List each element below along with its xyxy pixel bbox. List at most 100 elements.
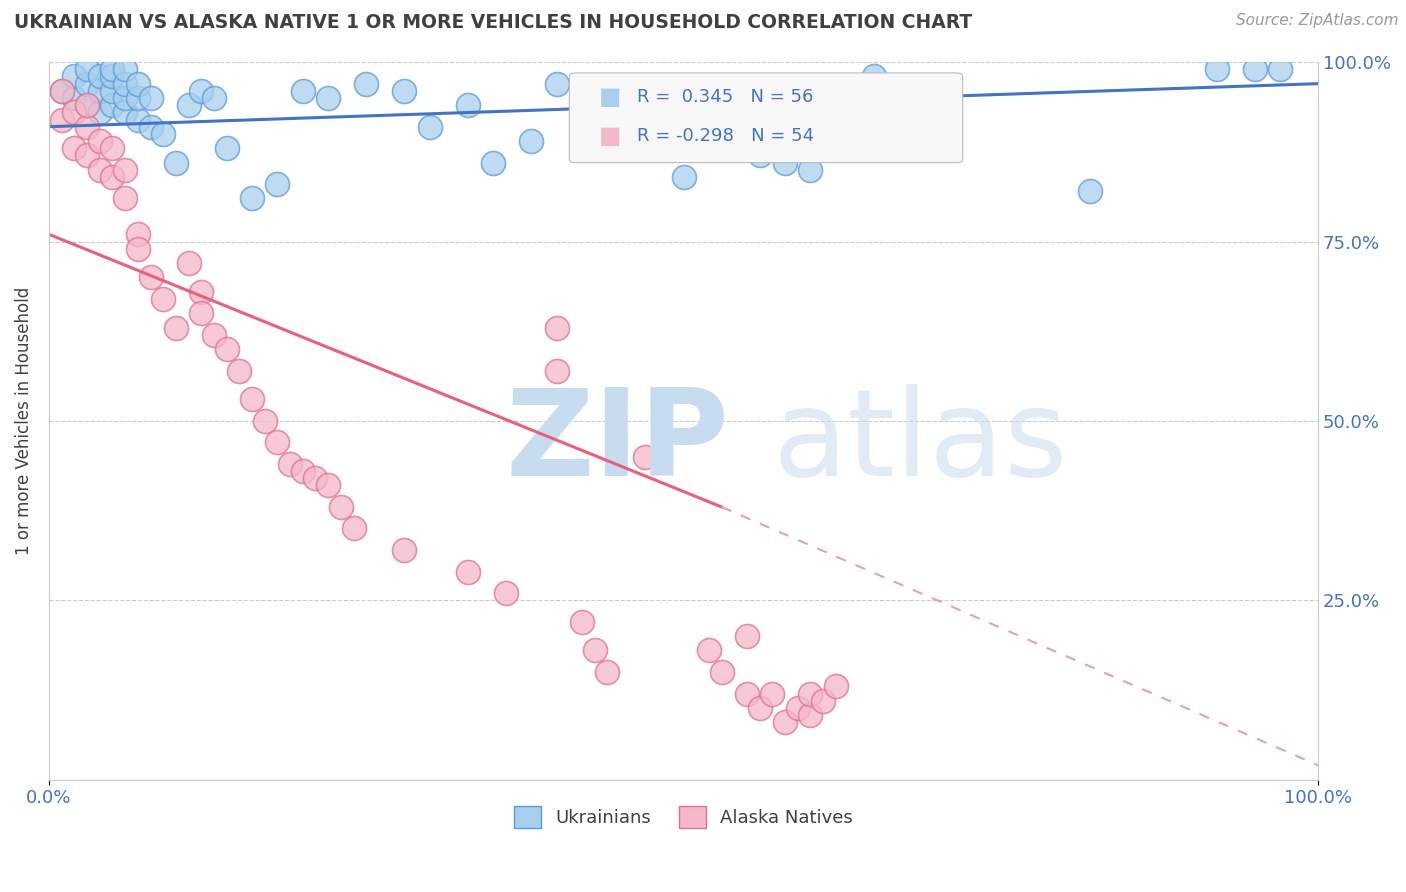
Point	[329, 500, 352, 514]
Point	[240, 392, 263, 407]
Point	[76, 77, 98, 91]
Point	[394, 84, 416, 98]
Point	[697, 120, 720, 134]
Point	[457, 565, 479, 579]
Point	[114, 105, 136, 120]
Point	[697, 643, 720, 657]
Point	[1078, 184, 1101, 198]
Point	[63, 91, 86, 105]
Text: ■: ■	[599, 85, 621, 109]
Point	[215, 141, 238, 155]
Point	[76, 98, 98, 112]
Point	[278, 457, 301, 471]
Text: R =  0.345   N = 56: R = 0.345 N = 56	[637, 88, 813, 106]
FancyBboxPatch shape	[569, 73, 963, 162]
Point	[761, 686, 783, 700]
Point	[76, 148, 98, 162]
Point	[76, 98, 98, 112]
Point	[76, 120, 98, 134]
Point	[190, 285, 212, 299]
Point	[1205, 62, 1227, 77]
Point	[190, 84, 212, 98]
Point	[266, 177, 288, 191]
Point	[546, 320, 568, 334]
Point	[165, 155, 187, 169]
Point	[342, 521, 364, 535]
Point	[773, 715, 796, 730]
Point	[114, 191, 136, 205]
Point	[215, 342, 238, 356]
Text: atlas: atlas	[772, 384, 1069, 501]
Point	[63, 105, 86, 120]
Point	[735, 686, 758, 700]
Point	[394, 543, 416, 558]
Point	[863, 70, 886, 84]
Point	[304, 471, 326, 485]
Point	[546, 364, 568, 378]
Point	[127, 91, 149, 105]
Point	[799, 708, 821, 723]
Point	[1243, 62, 1265, 77]
Point	[89, 70, 111, 84]
Point	[152, 127, 174, 141]
Point	[482, 155, 505, 169]
Point	[228, 364, 250, 378]
Point	[824, 679, 846, 693]
Point	[177, 98, 200, 112]
Point	[735, 629, 758, 643]
Point	[202, 91, 225, 105]
Point	[356, 77, 378, 91]
Point	[202, 327, 225, 342]
Text: Source: ZipAtlas.com: Source: ZipAtlas.com	[1236, 13, 1399, 29]
Point	[316, 91, 339, 105]
Point	[89, 105, 111, 120]
Text: R = -0.298   N = 54: R = -0.298 N = 54	[637, 127, 814, 145]
Text: ZIP: ZIP	[506, 384, 730, 501]
Point	[266, 435, 288, 450]
Point	[127, 77, 149, 91]
Point	[799, 686, 821, 700]
Y-axis label: 1 or more Vehicles in Household: 1 or more Vehicles in Household	[15, 286, 32, 555]
Point	[748, 701, 770, 715]
Point	[672, 169, 695, 184]
Point	[89, 134, 111, 148]
Point	[773, 155, 796, 169]
Text: ■: ■	[599, 124, 621, 148]
Point	[114, 91, 136, 105]
Point	[723, 127, 745, 141]
Point	[165, 320, 187, 334]
Point	[76, 62, 98, 77]
Point	[152, 292, 174, 306]
Point	[101, 141, 124, 155]
Point	[51, 84, 73, 98]
Point	[596, 665, 619, 679]
Point	[546, 77, 568, 91]
Point	[799, 162, 821, 177]
Point	[571, 615, 593, 629]
Point	[127, 242, 149, 256]
Text: UKRAINIAN VS ALASKA NATIVE 1 OR MORE VEHICLES IN HOUSEHOLD CORRELATION CHART: UKRAINIAN VS ALASKA NATIVE 1 OR MORE VEH…	[14, 13, 973, 32]
Legend: Ukrainians, Alaska Natives: Ukrainians, Alaska Natives	[508, 798, 860, 835]
Point	[139, 91, 162, 105]
Point	[634, 450, 657, 464]
Point	[520, 134, 543, 148]
Point	[634, 112, 657, 127]
Point	[114, 162, 136, 177]
Point	[190, 306, 212, 320]
Point	[710, 665, 733, 679]
Point	[101, 84, 124, 98]
Point	[101, 62, 124, 77]
Point	[609, 98, 631, 112]
Point	[621, 105, 644, 120]
Point	[240, 191, 263, 205]
Point	[89, 84, 111, 98]
Point	[51, 84, 73, 98]
Point	[63, 70, 86, 84]
Point	[786, 701, 808, 715]
Point	[101, 98, 124, 112]
Point	[139, 120, 162, 134]
Point	[177, 256, 200, 270]
Point	[811, 694, 834, 708]
Point	[419, 120, 441, 134]
Point	[495, 586, 517, 600]
